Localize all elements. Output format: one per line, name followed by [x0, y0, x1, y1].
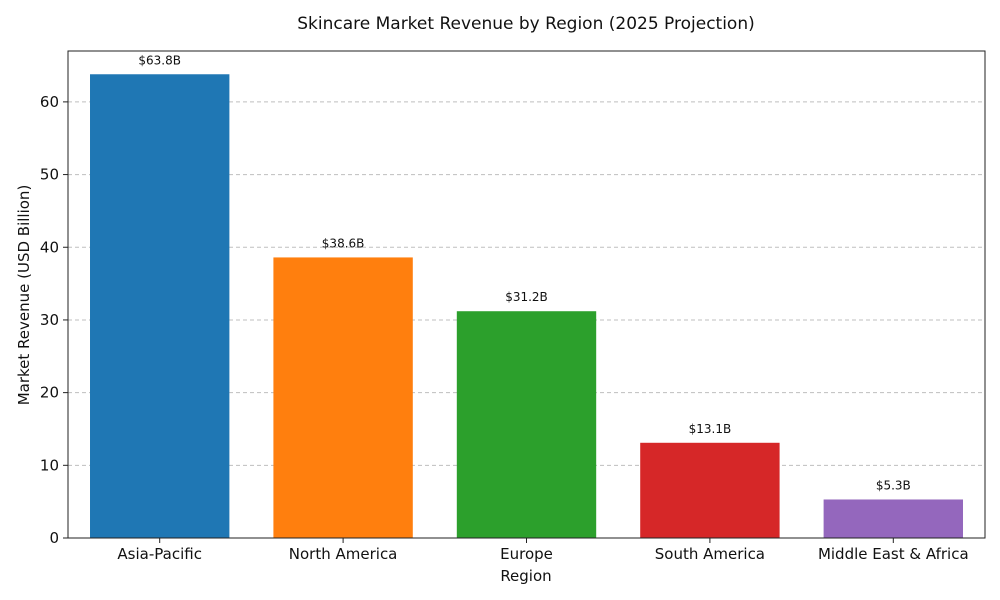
data-labels: $63.8B $38.6B $31.2B $13.1B $5.3B	[138, 53, 910, 492]
x-tick-label-1: North America	[289, 545, 398, 563]
y-axis-label: Market Revenue (USD Billion)	[15, 185, 33, 406]
y-tick-label-1: 10	[40, 456, 59, 474]
x-tick-label-0: Asia-Pacific	[117, 545, 202, 563]
y-tick-label-5: 50	[40, 166, 59, 184]
x-tick-label-3: South America	[655, 545, 765, 563]
data-label-0: $63.8B	[138, 53, 181, 67]
x-axis-ticks: Asia-Pacific North America Europe South Ame…	[117, 538, 969, 563]
bar-0	[90, 74, 230, 538]
data-label-3: $13.1B	[689, 422, 732, 436]
bars	[90, 74, 963, 538]
bar-2	[456, 311, 597, 538]
bar-3	[640, 442, 780, 538]
bar-4	[823, 499, 963, 538]
data-label-4: $5.3B	[876, 478, 911, 492]
x-tick-label-2: Europe	[500, 545, 553, 563]
data-label-2: $31.2B	[505, 290, 548, 304]
y-tick-label-6: 60	[40, 93, 59, 111]
y-axis-ticks: 0 10 20 30 40 50 60	[40, 93, 68, 547]
data-label-1: $38.6B	[322, 236, 365, 250]
y-tick-label-2: 20	[40, 384, 59, 402]
bar-1	[273, 257, 413, 538]
x-tick-label-4: Middle East & Africa	[818, 545, 969, 563]
chart-title: Skincare Market Revenue by Region (2025 …	[297, 14, 755, 34]
x-axis-label: Region	[500, 567, 551, 585]
y-tick-label-4: 40	[40, 238, 59, 256]
y-tick-label-3: 30	[40, 311, 59, 329]
y-tick-label-0: 0	[49, 529, 59, 547]
